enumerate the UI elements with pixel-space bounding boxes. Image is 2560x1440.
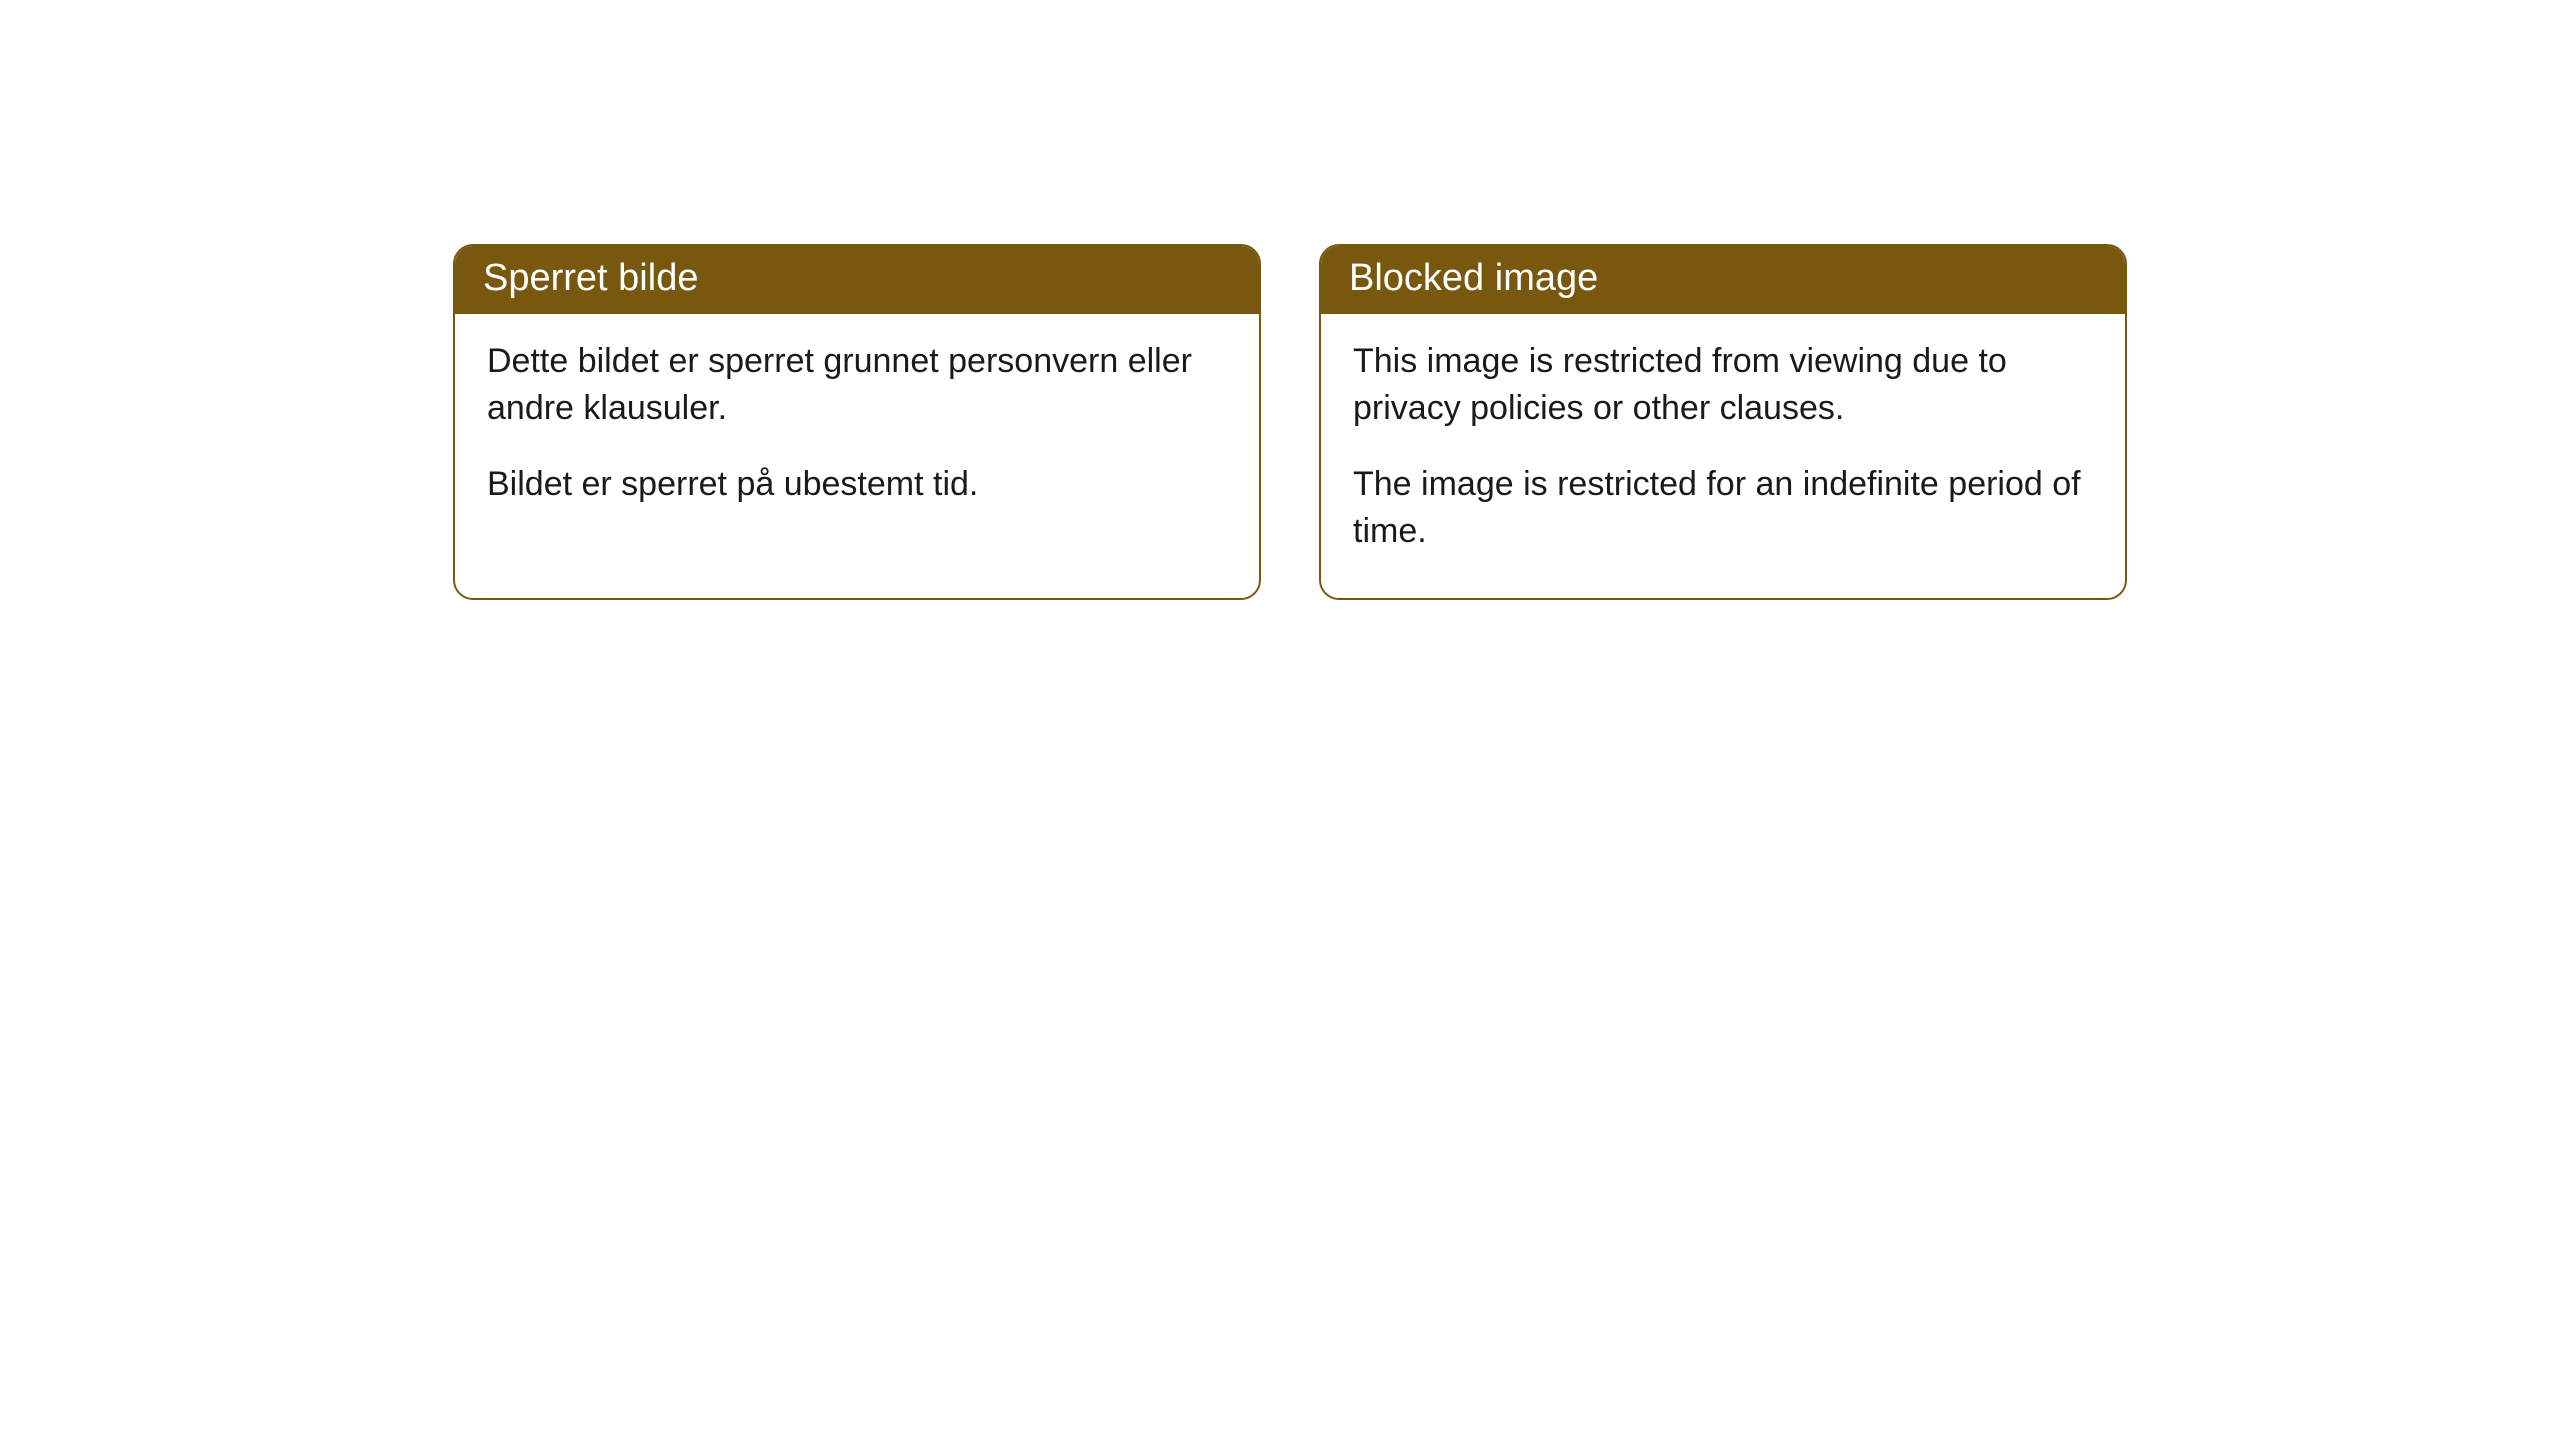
card-paragraph: This image is restricted from viewing du… (1353, 338, 2093, 433)
card-paragraph: Bildet er sperret på ubestemt tid. (487, 461, 1227, 509)
card-header: Blocked image (1321, 246, 2125, 314)
notice-card-norwegian: Sperret bilde Dette bildet er sperret gr… (453, 244, 1261, 600)
card-paragraph: Dette bildet er sperret grunnet personve… (487, 338, 1227, 433)
notice-card-english: Blocked image This image is restricted f… (1319, 244, 2127, 600)
card-paragraph: The image is restricted for an indefinit… (1353, 461, 2093, 556)
notice-container: Sperret bilde Dette bildet er sperret gr… (453, 244, 2127, 600)
card-title: Sperret bilde (483, 257, 698, 299)
card-title: Blocked image (1349, 257, 1598, 299)
card-body: Dette bildet er sperret grunnet personve… (455, 314, 1259, 551)
card-body: This image is restricted from viewing du… (1321, 314, 2125, 598)
card-header: Sperret bilde (455, 246, 1259, 314)
